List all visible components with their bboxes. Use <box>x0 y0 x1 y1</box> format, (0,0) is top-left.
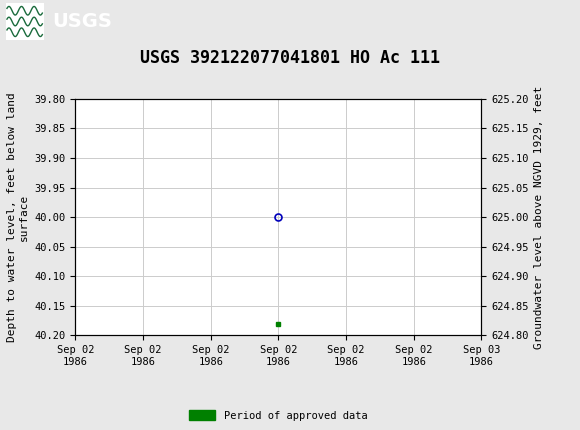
Text: USGS: USGS <box>52 12 112 31</box>
Text: USGS 392122077041801 HO Ac 111: USGS 392122077041801 HO Ac 111 <box>140 49 440 67</box>
Y-axis label: Groundwater level above NGVD 1929, feet: Groundwater level above NGVD 1929, feet <box>534 86 544 349</box>
Bar <box>6 3 44 40</box>
Y-axis label: Depth to water level, feet below land
surface: Depth to water level, feet below land su… <box>8 92 29 342</box>
Legend: Period of approved data: Period of approved data <box>185 406 372 425</box>
